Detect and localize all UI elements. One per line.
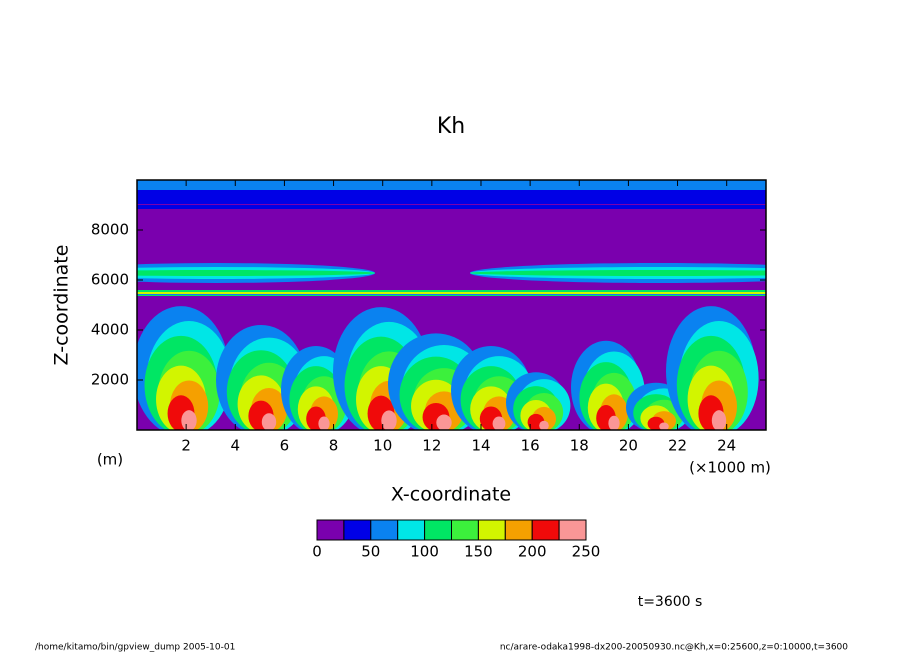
plot-frame [136, 179, 767, 431]
contour-fill [470, 270, 766, 276]
colorbar-label: 150 [464, 543, 493, 561]
colorbar-box [531, 519, 560, 541]
colorbar-box [477, 519, 506, 541]
contour-fill [318, 416, 330, 430]
contour-fill [381, 410, 397, 430]
chart-title: Kh [437, 114, 465, 139]
contour-fill [137, 180, 766, 190]
contour-fill [261, 413, 277, 430]
footer-left: /home/kitamo/bin/gpview_dump 2005-10-01 [35, 643, 235, 653]
contour-fill [539, 420, 549, 430]
x-tick-label: 8 [329, 437, 339, 455]
x-tick-label: 10 [373, 437, 392, 455]
colorbar-box [424, 519, 453, 541]
contour-fill [659, 422, 669, 430]
x-tick-label: 6 [280, 437, 290, 455]
colorbar-box [370, 519, 399, 541]
contour-fill [436, 414, 452, 430]
y-axis-label: Z-coordinate [51, 245, 73, 366]
colorbar-label: 250 [572, 543, 601, 561]
y-unit: (m) [97, 451, 123, 469]
y-tick-label: 8000 [91, 221, 129, 239]
x-tick-label: 16 [521, 437, 540, 455]
colorbar-box [504, 519, 533, 541]
contour-fill [137, 292, 766, 294]
colorbar-box [316, 519, 345, 541]
colorbar-box [451, 519, 479, 541]
contour-fill [181, 410, 197, 430]
y-tick-label: 6000 [91, 271, 129, 289]
x-axis-label: X-coordinate [391, 484, 511, 506]
contour-field [137, 180, 766, 430]
x-tick-label: 24 [717, 437, 736, 455]
colorbar-box [397, 519, 426, 541]
x-tick-label: 4 [231, 437, 241, 455]
colorbar-label: 50 [361, 543, 380, 561]
x-unit: (×1000 m) [689, 459, 771, 477]
y-tick-label: 2000 [91, 371, 129, 389]
x-tick-label: 12 [422, 437, 441, 455]
contour-fill [137, 294, 766, 295]
x-tick-label: 22 [668, 437, 687, 455]
contour-fill [711, 410, 727, 430]
contour-fill [137, 190, 766, 204]
contour-fill [492, 416, 506, 430]
x-tick-label: 2 [181, 437, 191, 455]
time-label: t=3600 s [638, 594, 703, 610]
colorbar-label: 200 [518, 543, 547, 561]
footer-right: nc/arare-odaka1998-dx200-20050930.nc@Kh,… [500, 643, 848, 653]
x-tick-label: 18 [570, 437, 589, 455]
contour-fill [608, 415, 620, 430]
contour-fill [137, 205, 766, 209]
x-tick-label: 14 [471, 437, 490, 455]
x-tick-label: 20 [619, 437, 638, 455]
colorbar-box [558, 519, 587, 541]
colorbar-label: 100 [410, 543, 439, 561]
contour-fill [137, 270, 375, 276]
colorbar-label: 0 [312, 543, 322, 561]
colorbar-box [343, 519, 372, 541]
y-tick-label: 4000 [91, 321, 129, 339]
